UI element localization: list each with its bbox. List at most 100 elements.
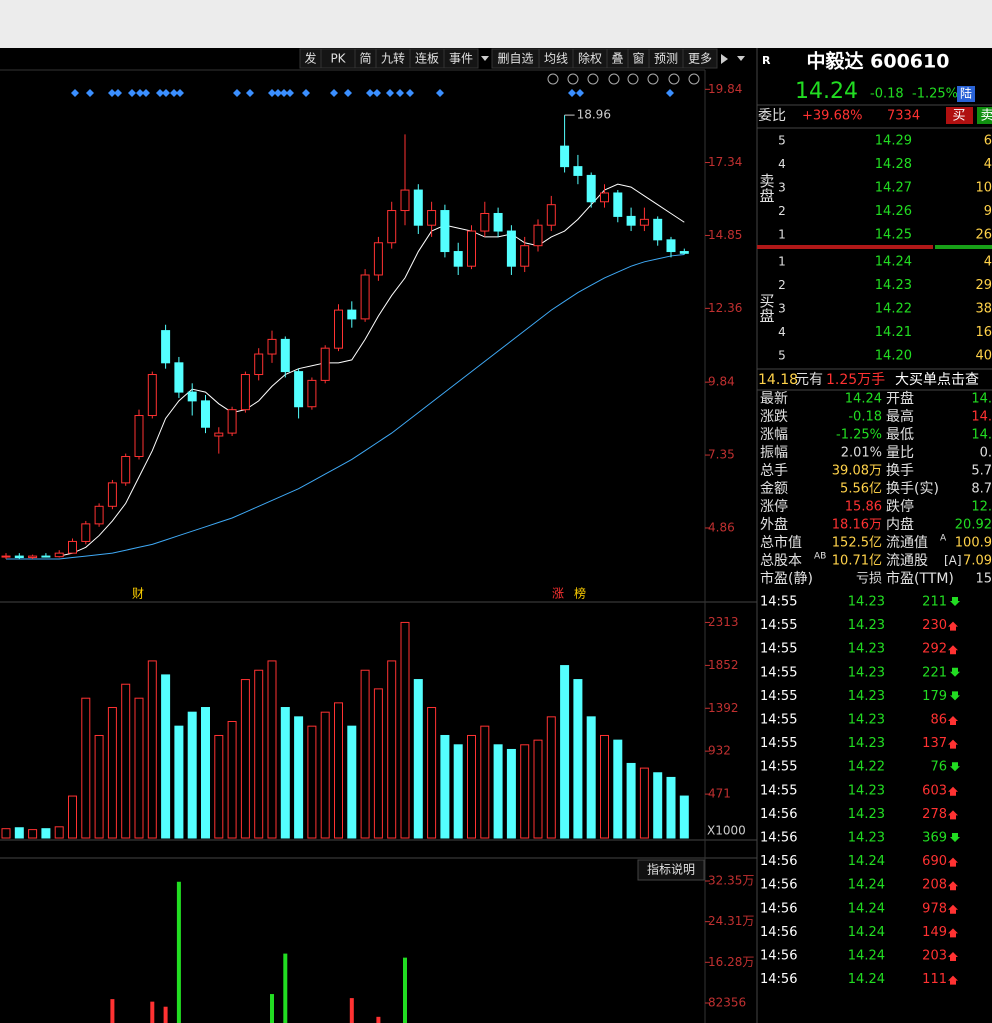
toolbar-button[interactable] bbox=[682, 48, 718, 69]
dropdown-icon[interactable] bbox=[481, 56, 489, 61]
candle-body bbox=[520, 245, 530, 267]
tool-icon[interactable] bbox=[608, 73, 620, 85]
volume-bar bbox=[68, 795, 77, 839]
candle-body bbox=[347, 309, 357, 320]
event-marker[interactable]: 财 bbox=[132, 587, 144, 601]
stat-label: 换手(实) bbox=[886, 480, 939, 497]
signal-marker bbox=[280, 89, 288, 97]
candle-body bbox=[560, 145, 570, 168]
tool-icon[interactable] bbox=[668, 73, 680, 85]
unit-label: X1000 bbox=[707, 824, 746, 838]
stat-label: 涨停 bbox=[760, 498, 788, 515]
tool-icon[interactable] bbox=[647, 73, 659, 85]
volume-bar bbox=[54, 826, 64, 839]
stat-label: 金额 bbox=[760, 481, 788, 497]
sell-button[interactable] bbox=[977, 107, 992, 124]
indicator-button[interactable] bbox=[637, 859, 705, 881]
trade-time: 14:56 bbox=[760, 807, 797, 822]
level-volume: 29 bbox=[975, 278, 992, 293]
candle-body bbox=[161, 330, 171, 364]
signal-marker bbox=[268, 89, 276, 97]
y-tick-label: 12.36 bbox=[708, 301, 742, 315]
volume-bar bbox=[467, 734, 476, 839]
candle-body bbox=[94, 505, 104, 525]
stat-sup: A bbox=[940, 534, 947, 544]
sell-button-label: 卖 bbox=[980, 109, 992, 124]
candle-body bbox=[653, 218, 663, 241]
level: 1 bbox=[778, 228, 786, 242]
volume-bar bbox=[440, 734, 450, 839]
volume-bar bbox=[679, 795, 689, 839]
candle-body bbox=[214, 432, 224, 437]
signal-marker bbox=[246, 89, 254, 97]
volume-bar bbox=[347, 725, 357, 839]
volume-bar bbox=[121, 683, 131, 839]
signal-marker bbox=[576, 89, 584, 97]
tool-icon[interactable] bbox=[627, 73, 639, 85]
volume-bar bbox=[240, 679, 250, 839]
stat-label: 外盘 bbox=[760, 516, 788, 533]
y-tick-label: 471 bbox=[708, 787, 731, 801]
stat-value: 0. bbox=[980, 446, 992, 461]
top-bar bbox=[0, 0, 992, 48]
candle-body bbox=[227, 409, 237, 434]
candle-body bbox=[467, 230, 476, 267]
tool-icon[interactable] bbox=[688, 73, 700, 85]
stat-label: 总股本 bbox=[760, 553, 802, 569]
volume-bar bbox=[653, 772, 663, 839]
candle-body bbox=[373, 242, 383, 276]
candle-body bbox=[413, 189, 423, 226]
stat-label: 最高 bbox=[886, 408, 914, 425]
candle-body bbox=[639, 218, 649, 226]
candle-body bbox=[14, 555, 24, 559]
level: 4 bbox=[778, 325, 786, 339]
volume-bar bbox=[320, 711, 330, 839]
stat-label: 总手 bbox=[760, 463, 788, 479]
candle-body bbox=[546, 204, 556, 226]
trade-price: 14.23 bbox=[848, 642, 885, 657]
candle-body bbox=[400, 189, 410, 212]
signal-marker bbox=[156, 89, 164, 97]
y-tick-label: 4.86 bbox=[708, 520, 735, 534]
level-price: 14.21 bbox=[875, 325, 912, 340]
tool-icon[interactable] bbox=[567, 73, 579, 85]
trade-time: 14:55 bbox=[760, 618, 797, 633]
tool-icon[interactable] bbox=[547, 73, 559, 85]
stat-value: 14. bbox=[971, 410, 992, 425]
next-icon[interactable] bbox=[721, 54, 728, 64]
toolbar-button[interactable] bbox=[443, 48, 479, 69]
dropdown-icon[interactable] bbox=[737, 56, 745, 61]
level: 4 bbox=[778, 157, 786, 171]
event-marker[interactable]: 涨 bbox=[552, 586, 564, 601]
stat-value: 15 bbox=[975, 572, 992, 587]
volume-bar bbox=[280, 707, 290, 839]
toolbar-label: 更多 bbox=[688, 52, 712, 66]
level: 2 bbox=[778, 204, 786, 218]
toolbar-label: 事件 bbox=[449, 52, 473, 66]
candle-body bbox=[174, 362, 184, 393]
trade-time: 14:56 bbox=[760, 972, 797, 987]
event-marker[interactable]: 榜 bbox=[574, 586, 586, 601]
stat-value: 10.71亿 bbox=[832, 554, 882, 569]
stat-value: 100.9 bbox=[955, 536, 992, 551]
volume-bar bbox=[107, 707, 117, 839]
trade-direction bbox=[948, 621, 958, 631]
buy-button[interactable] bbox=[946, 107, 973, 124]
volume-bar bbox=[360, 669, 370, 839]
volume-bar bbox=[573, 679, 583, 839]
candle-body bbox=[280, 338, 290, 373]
candle-body bbox=[41, 555, 51, 558]
signal-marker bbox=[396, 89, 404, 97]
level: 3 bbox=[778, 181, 786, 195]
trade-time: 14:55 bbox=[760, 595, 797, 610]
trade-price: 14.23 bbox=[848, 783, 885, 798]
tool-icon[interactable] bbox=[587, 73, 599, 85]
candle-body bbox=[480, 212, 490, 232]
signal-marker bbox=[71, 89, 79, 97]
stat-value: 14. bbox=[971, 428, 992, 443]
volume-bar bbox=[187, 711, 197, 839]
trade-direction bbox=[950, 691, 960, 701]
candle-body bbox=[360, 274, 370, 320]
level-volume: 26 bbox=[975, 228, 992, 243]
trade-price: 14.24 bbox=[848, 949, 885, 964]
